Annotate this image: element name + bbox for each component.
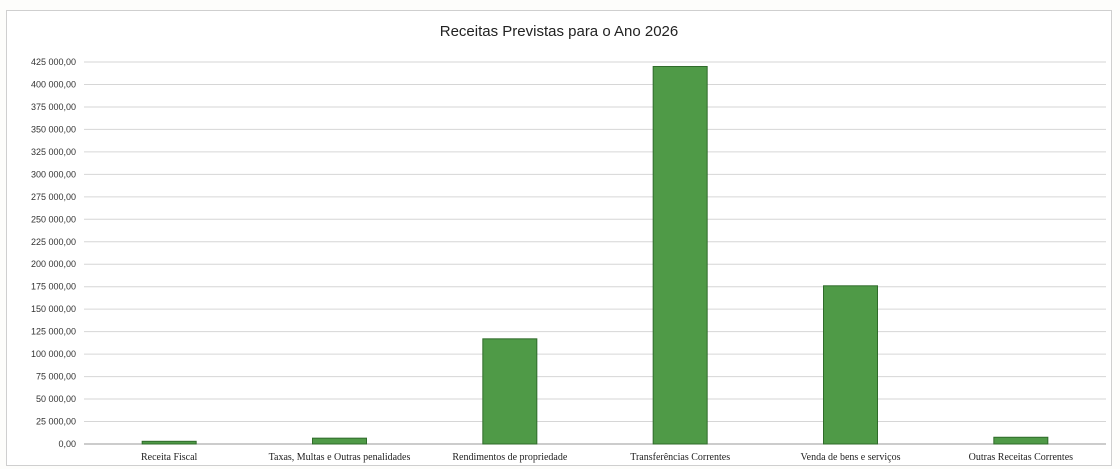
chart-frame: Receitas Previstas para o Ano 2026 — [6, 10, 1112, 466]
x-category-label: Taxas, Multas e Outras penalidades — [269, 452, 411, 463]
y-tick-label: 300 000,00 — [31, 169, 76, 179]
bar — [312, 437, 367, 445]
x-category-label: Receita Fiscal — [141, 452, 198, 463]
y-tick-label: 375 000,00 — [31, 102, 76, 112]
chart-title: Receitas Previstas para o Ano 2026 — [439, 23, 679, 40]
grid-layer — [84, 61, 1106, 445]
y-tick-label: 250 000,00 — [31, 214, 76, 224]
x-category-label: Venda de bens e serviços — [801, 452, 901, 463]
bar — [823, 285, 878, 445]
y-tick-label: 100 000,00 — [31, 349, 76, 359]
bar — [993, 436, 1049, 445]
y-tick-label: 25 000,00 — [36, 417, 76, 427]
y-tick-label: 425 000,00 — [31, 57, 76, 67]
x-axis-categories: Receita Fiscal Taxas, Multas e Outras pen… — [141, 452, 1073, 463]
y-tick-label: 400 000,00 — [31, 79, 76, 89]
bars — [141, 65, 1049, 445]
y-axis-ticks: 0,00 25 000,00 50 000,00 75 000,00 100 000,0… — [31, 57, 76, 449]
bar — [141, 440, 197, 445]
y-tick-label: 175 000,00 — [31, 282, 76, 292]
y-tick-label: 325 000,00 — [31, 147, 76, 157]
bar — [652, 65, 708, 445]
y-tick-label: 200 000,00 — [31, 259, 76, 269]
y-tick-label: 50 000,00 — [36, 394, 76, 404]
x-category-label: Outras Receitas Correntes — [969, 452, 1074, 463]
y-tick-label: 125 000,00 — [31, 327, 76, 337]
y-tick-label: 225 000,00 — [31, 237, 76, 247]
bar — [482, 338, 538, 445]
x-category-label: Rendimentos de propriedade — [452, 452, 568, 463]
y-tick-label: 350 000,00 — [31, 124, 76, 134]
x-category-label: Transferências Correntes — [630, 452, 730, 463]
y-tick-label: 275 000,00 — [31, 192, 76, 202]
y-tick-label: 150 000,00 — [31, 304, 76, 314]
y-tick-label: 75 000,00 — [36, 372, 76, 382]
y-tick-label: 0,00 — [58, 439, 76, 449]
